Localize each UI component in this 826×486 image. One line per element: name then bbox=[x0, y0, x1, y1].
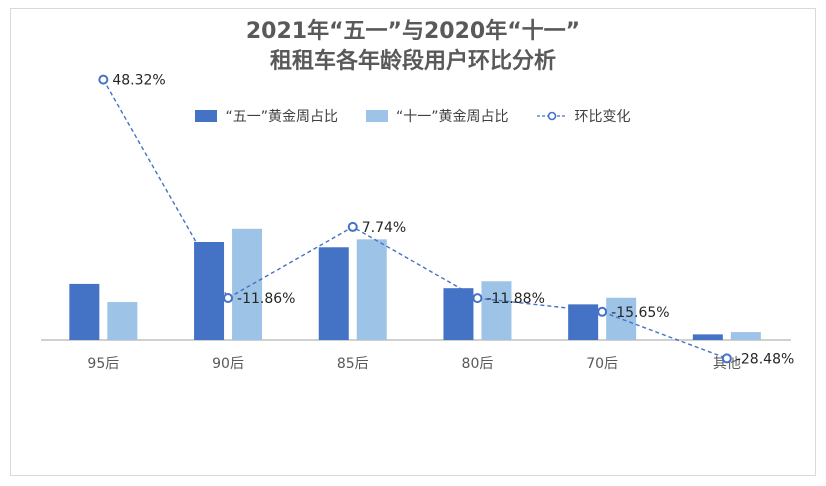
bar-wuyi-5 bbox=[692, 334, 723, 340]
legend-swatch-wuyi bbox=[195, 110, 218, 122]
x-tick-label-4: 70后 bbox=[586, 356, 618, 372]
legend-item-change: 环比变化 bbox=[536, 106, 631, 126]
bar-wuyi-3 bbox=[443, 288, 474, 340]
x-tick-label-2: 85后 bbox=[337, 356, 369, 372]
legend-label-shiyi: “十一”黄金周占比 bbox=[396, 109, 509, 125]
chart-title: 2021年“五一”与2020年“十一” 租租车各年龄段用户环比分析 bbox=[11, 17, 815, 77]
legend-label-change: 环比变化 bbox=[574, 109, 631, 125]
change-label-3: -11.88% bbox=[486, 291, 544, 307]
change-point-2 bbox=[347, 221, 358, 232]
change-label-5: -28.48% bbox=[736, 351, 794, 367]
plot-area: 95后 90后 85后 80后 70后 其他 48.32% -11.86% 7.74% -11.8… bbox=[41, 73, 794, 372]
bar-shiyi-2 bbox=[356, 239, 387, 340]
legend-swatch-shiyi bbox=[366, 110, 388, 122]
change-point-5 bbox=[721, 353, 732, 364]
bar-shiyi-5 bbox=[730, 332, 761, 340]
bar-shiyi-3 bbox=[481, 281, 512, 340]
change-label-1: -11.86% bbox=[237, 291, 295, 307]
bar-wuyi-0 bbox=[69, 283, 100, 340]
x-tick-label-5: 其他 bbox=[713, 356, 741, 372]
legend-item-wuyi: “五一”黄金周占比 bbox=[195, 106, 338, 126]
bar-wuyi-1 bbox=[194, 241, 225, 340]
legend-item-shiyi: “十一”黄金周占比 bbox=[366, 106, 509, 126]
x-tick-label-3: 80后 bbox=[462, 356, 494, 372]
change-label-2: 7.74% bbox=[362, 220, 406, 236]
change-point-0 bbox=[98, 74, 109, 85]
legend-swatch-change bbox=[536, 110, 567, 122]
change-line bbox=[102, 79, 728, 360]
chart-title-line-1: 2021年“五一”与2020年“十一” bbox=[245, 19, 581, 44]
legend-label-wuyi: “五一”黄金周占比 bbox=[225, 109, 338, 125]
change-point-4 bbox=[597, 306, 608, 317]
change-point-1 bbox=[223, 293, 234, 304]
bar-shiyi-0 bbox=[107, 302, 138, 340]
change-label-0: 48.32% bbox=[112, 73, 165, 89]
chart-title-line-2: 租租车各年龄段用户环比分析 bbox=[269, 49, 556, 74]
bar-shiyi-4 bbox=[606, 297, 637, 340]
x-tick-label-0: 95后 bbox=[87, 356, 119, 372]
change-point-3 bbox=[472, 293, 483, 304]
change-label-4: -15.65% bbox=[611, 305, 669, 321]
bar-shiyi-1 bbox=[232, 228, 263, 340]
x-tick-label-1: 90后 bbox=[212, 356, 244, 372]
chart-frame: 2021年“五一”与2020年“十一” 租租车各年龄段用户环比分析 “五一”黄金… bbox=[10, 8, 816, 476]
bar-wuyi-2 bbox=[318, 247, 349, 340]
legend: “五一”黄金周占比 “十一”黄金周占比 环比变化 bbox=[11, 105, 815, 127]
